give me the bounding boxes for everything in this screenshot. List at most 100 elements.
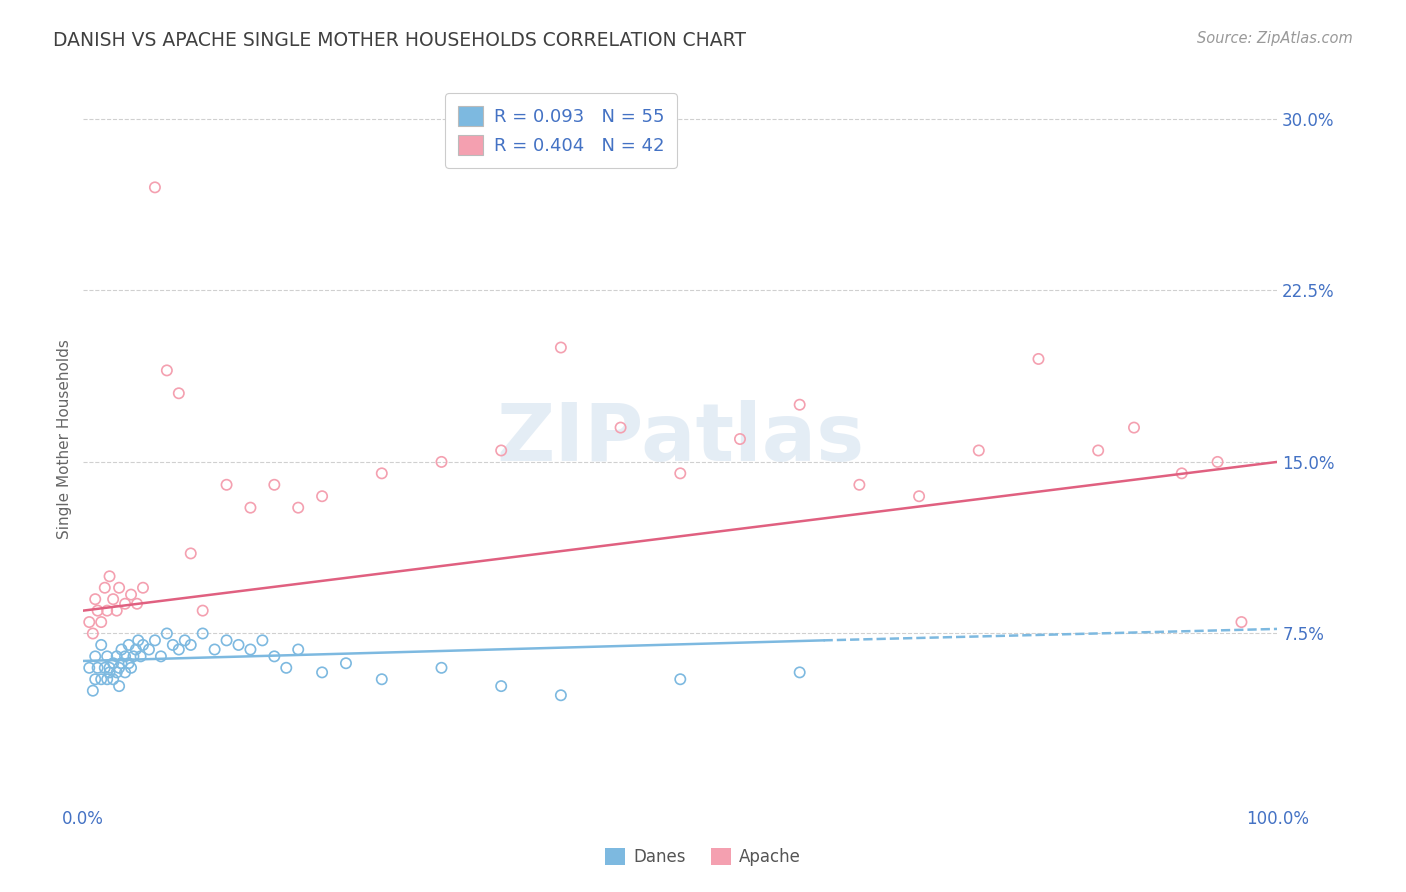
Point bbox=[114, 665, 136, 680]
Text: ZIPatlas: ZIPatlas bbox=[496, 400, 865, 478]
Point bbox=[335, 657, 357, 671]
Point bbox=[129, 649, 152, 664]
Point bbox=[96, 672, 118, 686]
Point bbox=[609, 420, 631, 434]
Point bbox=[82, 626, 104, 640]
Point bbox=[311, 489, 333, 503]
Point bbox=[125, 597, 148, 611]
Point bbox=[105, 649, 128, 664]
Text: DANISH VS APACHE SINGLE MOTHER HOUSEHOLDS CORRELATION CHART: DANISH VS APACHE SINGLE MOTHER HOUSEHOLD… bbox=[53, 31, 747, 50]
Point bbox=[489, 679, 512, 693]
Point bbox=[180, 638, 202, 652]
Point bbox=[215, 477, 238, 491]
Point bbox=[908, 489, 931, 503]
Point bbox=[239, 500, 262, 515]
Point bbox=[110, 657, 132, 671]
Point bbox=[108, 661, 131, 675]
Y-axis label: Single Mother Households: Single Mother Households bbox=[58, 339, 72, 539]
Point bbox=[167, 386, 190, 401]
Point bbox=[122, 649, 145, 664]
Point bbox=[98, 661, 121, 675]
Legend: Danes, Apache: Danes, Apache bbox=[596, 840, 810, 875]
Point bbox=[550, 688, 572, 702]
Point bbox=[90, 615, 112, 629]
Point bbox=[204, 642, 226, 657]
Point bbox=[120, 588, 142, 602]
Point bbox=[101, 672, 124, 686]
Point bbox=[114, 597, 136, 611]
Point bbox=[550, 341, 572, 355]
Point bbox=[120, 661, 142, 675]
Point bbox=[77, 615, 100, 629]
Point bbox=[114, 649, 136, 664]
Point bbox=[86, 661, 108, 675]
Point bbox=[98, 665, 121, 680]
Legend: R = 0.093   N = 55, R = 0.404   N = 42: R = 0.093 N = 55, R = 0.404 N = 42 bbox=[444, 93, 676, 168]
Point bbox=[143, 180, 166, 194]
Point bbox=[156, 626, 179, 640]
Point bbox=[105, 604, 128, 618]
Point bbox=[167, 642, 190, 657]
Point bbox=[263, 649, 285, 664]
Point bbox=[669, 467, 692, 481]
Point bbox=[108, 581, 131, 595]
Point bbox=[371, 467, 394, 481]
Point bbox=[118, 638, 141, 652]
Point bbox=[215, 633, 238, 648]
Point bbox=[1123, 420, 1146, 434]
Point bbox=[118, 657, 141, 671]
Point bbox=[162, 638, 184, 652]
Point bbox=[143, 633, 166, 648]
Point bbox=[228, 638, 250, 652]
Point bbox=[180, 546, 202, 560]
Point bbox=[138, 642, 160, 657]
Point bbox=[84, 672, 107, 686]
Point bbox=[848, 477, 870, 491]
Point bbox=[1087, 443, 1109, 458]
Point bbox=[430, 661, 453, 675]
Point bbox=[127, 633, 149, 648]
Point bbox=[156, 363, 179, 377]
Point bbox=[371, 672, 394, 686]
Point bbox=[239, 642, 262, 657]
Point bbox=[789, 398, 811, 412]
Point bbox=[84, 649, 107, 664]
Point bbox=[287, 642, 309, 657]
Point bbox=[125, 642, 148, 657]
Point bbox=[430, 455, 453, 469]
Point bbox=[132, 638, 155, 652]
Point bbox=[96, 649, 118, 664]
Point bbox=[191, 604, 214, 618]
Point bbox=[90, 672, 112, 686]
Point bbox=[276, 661, 298, 675]
Point bbox=[173, 633, 195, 648]
Point bbox=[489, 443, 512, 458]
Point bbox=[101, 657, 124, 671]
Point bbox=[132, 581, 155, 595]
Point bbox=[1206, 455, 1229, 469]
Point bbox=[108, 679, 131, 693]
Point bbox=[191, 626, 214, 640]
Point bbox=[789, 665, 811, 680]
Text: Source: ZipAtlas.com: Source: ZipAtlas.com bbox=[1197, 31, 1353, 46]
Point bbox=[263, 477, 285, 491]
Point bbox=[105, 665, 128, 680]
Point bbox=[149, 649, 172, 664]
Point bbox=[86, 604, 108, 618]
Point bbox=[967, 443, 990, 458]
Point bbox=[96, 604, 118, 618]
Point bbox=[252, 633, 274, 648]
Point bbox=[110, 642, 132, 657]
Point bbox=[94, 581, 117, 595]
Point bbox=[669, 672, 692, 686]
Point bbox=[728, 432, 751, 446]
Point bbox=[311, 665, 333, 680]
Point bbox=[287, 500, 309, 515]
Point bbox=[84, 592, 107, 607]
Point bbox=[82, 683, 104, 698]
Point bbox=[101, 592, 124, 607]
Point bbox=[77, 661, 100, 675]
Point bbox=[1230, 615, 1253, 629]
Point bbox=[1028, 351, 1050, 366]
Point bbox=[94, 661, 117, 675]
